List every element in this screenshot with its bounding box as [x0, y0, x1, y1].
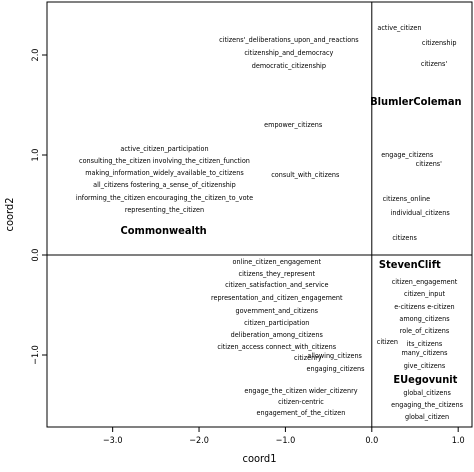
x-tick-label: −3.0	[103, 436, 123, 446]
point-label: deliberation_among_citizens	[231, 330, 324, 339]
group-label: BlumlerColeman	[370, 95, 461, 108]
point-label: individual_citizens	[391, 208, 451, 217]
point-label: empower_citizens	[264, 120, 323, 129]
point-label: citizen_input	[404, 289, 445, 298]
x-tick-label: −2.0	[189, 436, 209, 446]
point-label: many_citizens	[402, 348, 449, 357]
point-label: citizens'_deliberations_upon_and_reactio…	[219, 35, 359, 44]
point-label: informing_the_citizen encouraging_the_ci…	[76, 193, 253, 202]
y-tick-label: 1.0	[31, 149, 41, 162]
point-label: citizens_online	[383, 194, 431, 203]
point-label: citizen_satisfaction_and_service	[225, 280, 328, 289]
group-label: EUegovunit	[393, 373, 457, 386]
point-label: its_citizens	[407, 339, 443, 348]
point-label: representation_and_citizen_engagement	[211, 293, 343, 302]
point-label: active_citizen	[377, 23, 421, 32]
point-label: making_information_widely_available_to_c…	[85, 168, 244, 177]
point-label: citizens_they_represent	[239, 269, 316, 278]
point-label: citizenship	[422, 38, 457, 47]
y-tick-label: 2.0	[31, 49, 41, 62]
point-label: citizens'	[421, 59, 448, 68]
x-axis-title: coord1	[243, 452, 277, 465]
point-label: engagement_of_the_citizen	[257, 408, 346, 417]
point-label: online_citizen_engagement	[233, 257, 322, 266]
y-tick-label: −1.0	[31, 345, 41, 365]
point-label: engaging_citizens	[307, 364, 366, 373]
point-label: global_citizen	[405, 412, 449, 421]
point-label: citizenry	[294, 353, 322, 362]
point-label: consulting_the_citizen involving_the_cit…	[79, 156, 250, 165]
point-label: engage_the_citizen wider_citizenry	[244, 386, 357, 395]
point-label: among_citizens	[399, 314, 450, 323]
point-label: e-citizens e-citizen	[394, 302, 454, 311]
group-label: StevenClift	[379, 258, 441, 271]
y-tick-label: 0.0	[31, 249, 41, 262]
point-label: active_citizen_participation	[120, 144, 208, 153]
point-label: all_citizens fostering_a_sense_of_citize…	[93, 180, 236, 189]
point-label: engaging_the_citizens	[391, 400, 463, 409]
point-label: citizen_participation	[244, 318, 309, 327]
point-label: government_and_citizens	[235, 306, 318, 315]
x-tick-label: −1.0	[276, 436, 296, 446]
point-label: engage_citizens	[381, 150, 434, 159]
point-label: give_citizens	[404, 361, 446, 370]
plot-frame	[46, 1, 473, 428]
x-tick-label: 1.0	[452, 436, 465, 446]
point-label: role_of_citizens	[400, 326, 450, 335]
group-label: Commonwealth	[120, 224, 206, 237]
point-label: citizen-centric	[278, 397, 324, 406]
point-label: democratic_citizenship	[252, 61, 326, 70]
point-label: citizen_access connect_with_citizens	[217, 342, 336, 351]
point-label: citizens	[392, 233, 417, 242]
point-label: citizen_engagement	[392, 277, 458, 286]
point-label: citizenship_and_democracy	[244, 48, 333, 57]
point-label: representing_the_citizen	[125, 205, 204, 214]
x-tick-label: 0.0	[365, 436, 378, 446]
point-label: citizen	[377, 337, 398, 346]
point-label: citizens'	[416, 159, 443, 168]
point-label: allowing_citizens	[307, 351, 362, 360]
y-axis-title: coord2	[3, 198, 16, 232]
point-label: consult_with_citizens	[271, 170, 340, 179]
point-label: global_citizens	[403, 388, 451, 397]
